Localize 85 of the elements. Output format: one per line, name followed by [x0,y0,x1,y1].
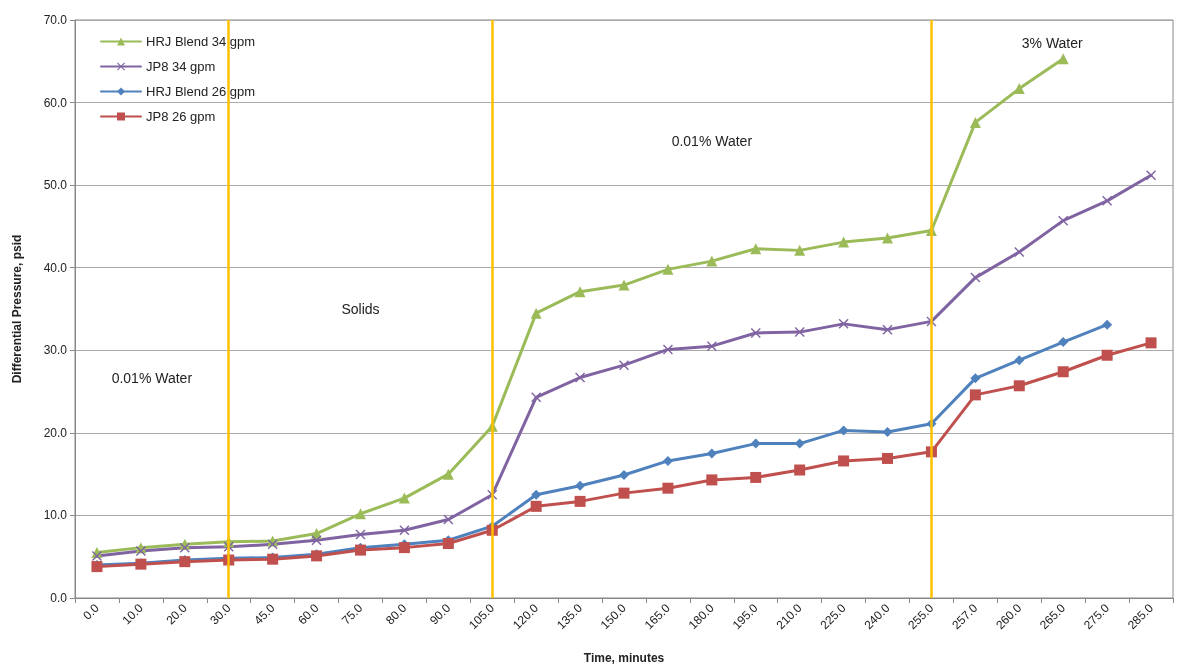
point [662,344,673,355]
y-tick-label: 30.0 [43,343,68,358]
point [1058,337,1069,348]
legend-label: JP8 26 gpm [146,109,216,124]
x-tick-label: 60.0 [295,600,322,628]
y-tick-label: 10.0 [43,508,68,523]
point [531,489,542,500]
point [794,244,806,256]
point [1057,366,1069,378]
point [530,500,542,512]
point [1146,170,1157,181]
point [706,341,717,352]
y-tick-label: 40.0 [43,260,68,275]
point [267,539,278,550]
point [1057,53,1069,65]
point [838,455,850,467]
point [443,514,454,525]
point [750,471,762,483]
point [531,392,542,403]
x-tick-label: 45.0 [251,600,278,628]
point [618,279,630,291]
annotation: 0.01% Water [111,370,193,387]
point [574,495,586,507]
y-tick-label: 0.0 [50,591,68,605]
point [794,464,806,476]
point [662,263,674,275]
point [1013,380,1025,392]
point [618,487,630,499]
legend-label: HRJ Blend 34 gpm [146,34,256,49]
point [355,529,366,540]
point [838,318,849,329]
point [398,542,410,554]
y-axis-title: Differential Pressure, psid [10,234,24,384]
y-tick-label: 50.0 [43,178,68,193]
point [1014,247,1025,258]
point [575,372,586,383]
point [706,448,717,459]
point [662,455,673,466]
point [750,327,761,338]
point [882,452,894,464]
point [969,389,981,401]
point [619,469,629,480]
annotation: 0.01% Water [671,133,753,150]
point [1058,215,1069,226]
y-tick-label: 20.0 [43,425,68,440]
point [1102,319,1113,330]
y-tick-label: 60.0 [43,95,68,110]
point [970,272,981,283]
point [619,360,629,371]
point [1145,337,1157,349]
point [354,508,366,520]
point [574,286,586,298]
point [1102,195,1113,206]
point [575,480,586,491]
point [399,525,410,536]
point [662,482,674,494]
point [311,535,322,546]
annotation: 3% Water [1021,35,1084,52]
point [838,236,850,248]
x-tick-label: 30.0 [207,600,234,628]
point [750,243,762,255]
point [1101,349,1113,361]
x-tick-label: 75.0 [339,600,366,628]
y-tick-label: 70.0 [43,13,68,27]
point [969,116,981,128]
legend-label: JP8 34 gpm [146,59,216,74]
x-tick-label: 0.0 [80,600,103,623]
point [1014,355,1025,366]
point [970,373,981,384]
point [794,327,805,338]
annotation: Solids [341,301,380,317]
point [398,492,410,504]
point [882,324,893,335]
point [882,427,893,438]
point [838,425,849,436]
point [706,255,718,267]
point [179,542,190,553]
legend-label: HRJ Blend 26 gpm [146,84,256,99]
x-tick-label: 80.0 [382,600,410,628]
x-axis-title: Time, minutes [583,651,665,665]
x-tick-label: 90.0 [426,600,454,628]
point [706,474,718,486]
point [882,232,894,244]
point [442,468,454,480]
point [530,307,542,319]
